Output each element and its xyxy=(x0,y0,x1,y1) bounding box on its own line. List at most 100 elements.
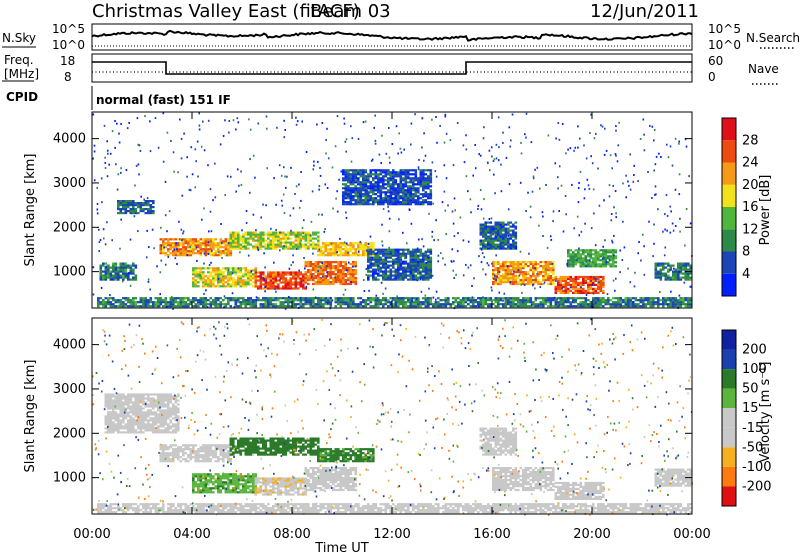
data-cell xyxy=(302,279,305,282)
data-cell xyxy=(212,267,215,270)
data-cell xyxy=(382,299,385,302)
data-cell xyxy=(117,204,120,207)
data-cell xyxy=(467,299,470,302)
data-cell xyxy=(537,267,540,270)
data-cell xyxy=(379,169,383,172)
data-cell xyxy=(507,237,510,240)
data-cell xyxy=(414,203,418,206)
data-cell xyxy=(302,281,305,284)
data-cell xyxy=(212,275,215,278)
data-cell xyxy=(628,184,630,187)
data-cell xyxy=(234,301,238,304)
data-cell xyxy=(394,250,398,253)
data-cell xyxy=(322,267,325,270)
data-cell xyxy=(214,242,218,245)
data-cell xyxy=(164,180,167,183)
data-cell xyxy=(322,297,325,300)
data-cell xyxy=(449,303,453,306)
data-cell xyxy=(299,235,303,238)
data-cell xyxy=(482,227,485,230)
data-cell xyxy=(507,243,510,246)
data-cell xyxy=(409,262,413,265)
data-cell xyxy=(126,297,129,300)
data-cell xyxy=(625,196,627,199)
data-cell xyxy=(379,262,383,265)
data-cell xyxy=(409,270,413,273)
data-cell xyxy=(249,305,253,308)
data-cell xyxy=(394,203,398,206)
data-cell xyxy=(267,243,270,246)
data-cell xyxy=(289,287,293,290)
data-cell xyxy=(369,274,373,277)
data-cell xyxy=(497,282,500,286)
data-cell xyxy=(387,185,390,188)
data-cell xyxy=(359,193,363,196)
data-cell xyxy=(412,266,415,269)
data-cell xyxy=(347,171,350,174)
data-cell xyxy=(502,297,505,300)
data-cell xyxy=(119,262,123,265)
data-cell xyxy=(567,291,570,294)
data-cell xyxy=(527,271,530,274)
data-cell xyxy=(363,279,365,281)
data-cell xyxy=(284,299,288,302)
data-cell xyxy=(539,282,543,286)
data-cell xyxy=(296,120,299,123)
data-cell xyxy=(544,261,548,264)
data-cell xyxy=(667,274,670,277)
data-cell xyxy=(342,293,345,296)
data-cell xyxy=(592,301,595,304)
data-cell xyxy=(365,273,368,276)
data-cell xyxy=(609,257,613,260)
data-cell xyxy=(364,169,368,172)
data-cell xyxy=(127,202,130,205)
data-cell xyxy=(349,191,353,194)
data-cell xyxy=(274,245,278,248)
data-cell xyxy=(177,254,180,257)
data-cell xyxy=(379,173,383,176)
data-cell xyxy=(272,231,275,234)
data-cell xyxy=(419,301,423,304)
data-cell xyxy=(287,287,290,290)
data-cell xyxy=(374,301,378,304)
data-cell xyxy=(309,279,313,282)
data-cell xyxy=(619,301,623,304)
data-cell xyxy=(189,244,193,247)
data-cell xyxy=(199,271,203,274)
data-cell xyxy=(480,208,483,211)
data-cell xyxy=(219,273,223,276)
data-cell xyxy=(159,293,161,296)
data-cell xyxy=(278,164,281,167)
data-cell xyxy=(312,247,315,250)
data-cell xyxy=(642,118,645,121)
data-cell xyxy=(232,231,235,234)
data-cell xyxy=(394,260,398,263)
data-cell xyxy=(422,270,425,273)
data-cell xyxy=(244,273,248,276)
data-cell xyxy=(497,299,500,302)
data-cell xyxy=(339,271,343,274)
data-cell xyxy=(372,270,375,273)
data-cell xyxy=(464,297,468,300)
data-cell xyxy=(269,281,273,284)
data-cell xyxy=(184,238,188,241)
data-cell xyxy=(229,279,233,282)
data-cell xyxy=(579,303,583,306)
data-cell xyxy=(332,242,335,245)
data-cell xyxy=(304,263,308,266)
data-cell xyxy=(172,151,175,154)
data-cell xyxy=(103,237,105,240)
data-cell xyxy=(487,221,490,224)
data-cell xyxy=(402,193,405,196)
data-cell xyxy=(394,299,398,302)
data-cell xyxy=(344,269,348,272)
data-cell xyxy=(327,302,329,305)
data-cell xyxy=(235,128,237,131)
data-cell xyxy=(229,241,233,244)
data-cell xyxy=(499,269,503,272)
data-cell xyxy=(217,305,220,308)
data-cell xyxy=(392,254,395,257)
data-cell xyxy=(431,161,434,164)
data-cell xyxy=(111,278,113,281)
data-cell xyxy=(146,197,149,200)
